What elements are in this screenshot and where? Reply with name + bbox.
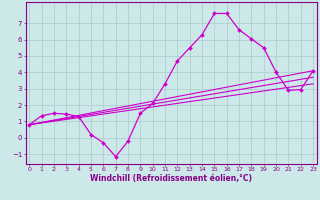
X-axis label: Windchill (Refroidissement éolien,°C): Windchill (Refroidissement éolien,°C): [90, 174, 252, 183]
